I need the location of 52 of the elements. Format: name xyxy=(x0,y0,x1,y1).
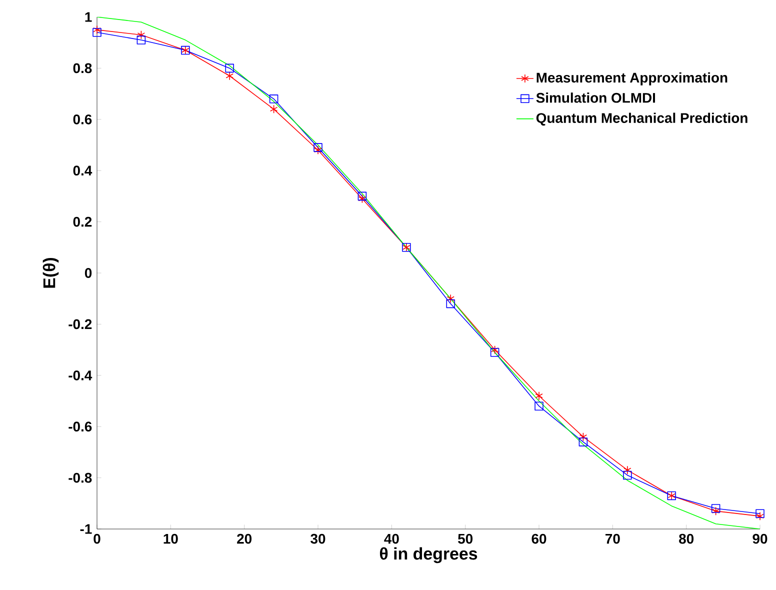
y-tick-label: -0.2 xyxy=(68,319,92,330)
y-tick-label: 0 xyxy=(84,268,92,278)
point xyxy=(624,466,632,474)
y-tick-label: -0.8 xyxy=(68,472,92,483)
point xyxy=(136,36,146,44)
legend-label: Simulation OLMDI xyxy=(536,92,656,103)
x-tick-label: 40 xyxy=(384,534,399,544)
y-tick-label: -0.6 xyxy=(68,422,92,432)
x-tick-label: 80 xyxy=(679,534,694,544)
y-tick-label: 0.8 xyxy=(73,63,92,74)
y-tick-label: 0.4 xyxy=(73,166,92,176)
point xyxy=(446,299,455,308)
x-tick-label: 0 xyxy=(94,534,100,544)
x-tick-label: 70 xyxy=(606,534,620,544)
legend-label: Measurement Approximation xyxy=(536,72,728,86)
point xyxy=(137,30,146,40)
point xyxy=(711,504,720,513)
point xyxy=(623,470,632,480)
point xyxy=(490,348,500,357)
y-tick-label: 1 xyxy=(85,12,92,22)
point xyxy=(358,194,366,204)
point xyxy=(226,71,234,80)
point xyxy=(269,94,278,104)
y-tick-label: -0.4 xyxy=(68,370,92,380)
y-tick-label: -1 xyxy=(80,524,92,534)
x-tick-label: 60 xyxy=(532,534,546,544)
y-tick-label: 0.2 xyxy=(73,216,92,227)
point xyxy=(92,28,102,37)
y-axis-title: E(θ) xyxy=(42,258,59,288)
x-tick-label: 50 xyxy=(458,534,473,544)
point xyxy=(314,143,322,152)
point xyxy=(756,512,764,521)
point xyxy=(490,345,499,354)
point xyxy=(535,391,543,400)
x-tick-label: 20 xyxy=(237,534,252,544)
point xyxy=(578,438,588,446)
point xyxy=(534,402,544,410)
point xyxy=(446,294,454,303)
point xyxy=(756,509,764,518)
legend-label: Quantum Mechanical Prediction xyxy=(536,112,748,126)
point xyxy=(314,146,322,154)
point xyxy=(270,104,278,114)
point xyxy=(358,192,367,201)
point xyxy=(93,25,101,34)
y-tick-label: 0.6 xyxy=(73,114,92,124)
x-axis-title: θ in degrees xyxy=(380,547,478,564)
x-tick-label: 10 xyxy=(164,534,178,544)
point xyxy=(225,64,234,73)
point xyxy=(579,432,588,442)
x-tick-label: 30 xyxy=(310,534,326,544)
point xyxy=(712,506,720,516)
x-tick-label: 90 xyxy=(752,534,768,544)
